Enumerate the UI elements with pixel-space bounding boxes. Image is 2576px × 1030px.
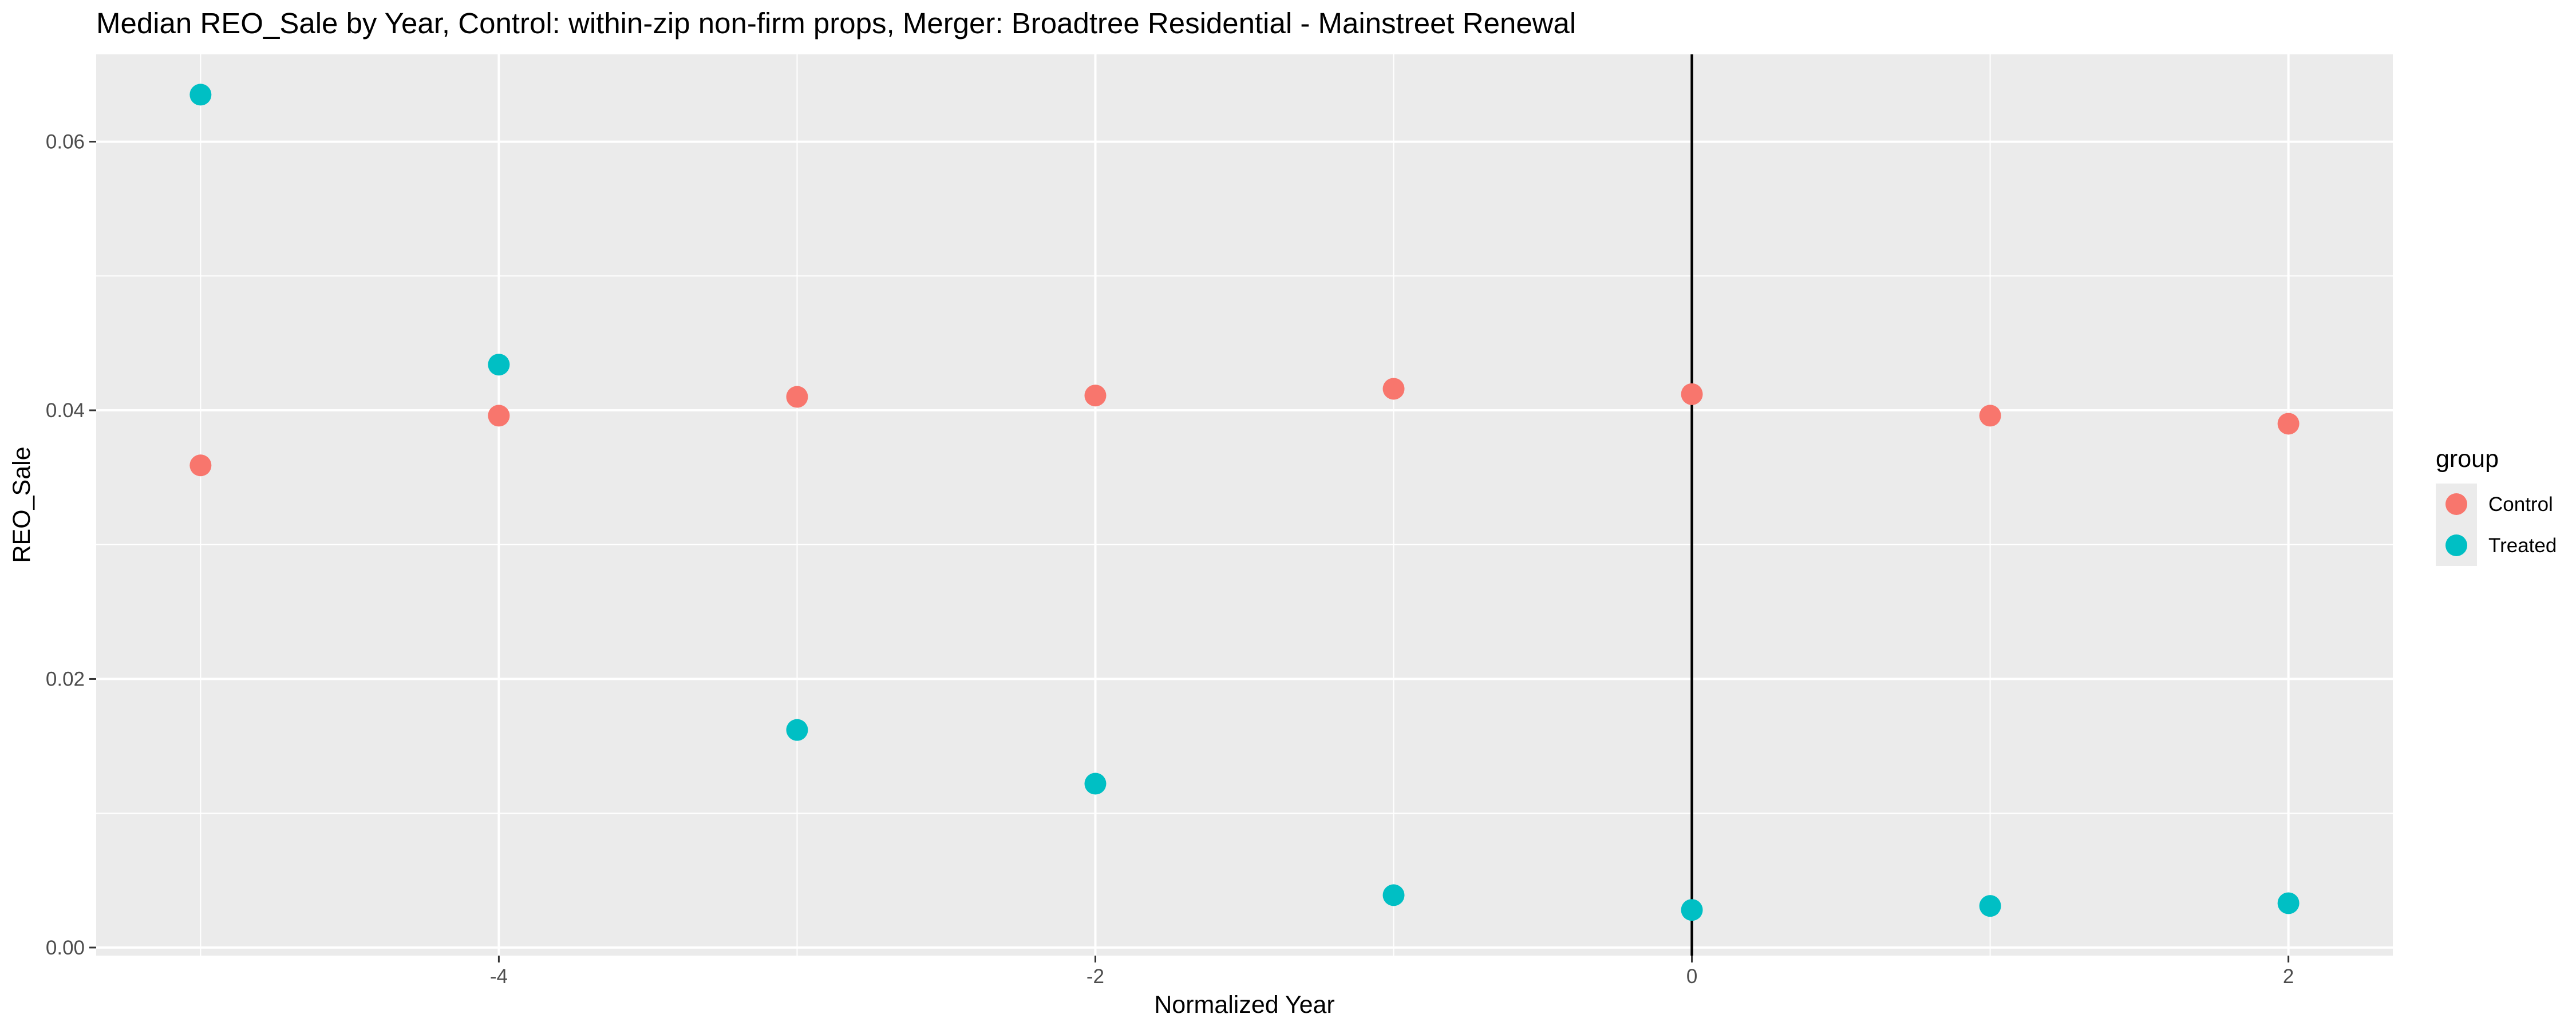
plot-panel — [96, 54, 2393, 956]
point-treated-4 — [1382, 884, 1405, 906]
point-treated-6 — [1979, 895, 2001, 917]
y-axis-ticks: 0.00 0.02 0.04 0.06 — [46, 131, 96, 959]
point-treated-0 — [189, 84, 212, 106]
chart-title: Median REO_Sale by Year, Control: within… — [96, 7, 1576, 39]
x-tick-label: -4 — [490, 965, 508, 988]
x-axis-title: Normalized Year — [1154, 991, 1335, 1019]
point-treated-5 — [1681, 899, 1703, 921]
legend-label-treated: Treated — [2488, 534, 2557, 557]
data-points — [189, 84, 2300, 921]
y-tick-label: 0.06 — [46, 131, 85, 153]
point-control-1 — [488, 405, 510, 427]
x-tick-label: 0 — [1686, 965, 1697, 988]
legend: group Control Treated — [2436, 445, 2557, 566]
minor-gridlines — [96, 54, 2393, 956]
legend-title: group — [2436, 445, 2499, 473]
y-axis-title: REO_Sale — [8, 446, 35, 562]
y-tick-label: 0.00 — [46, 937, 85, 959]
y-tick-label: 0.04 — [46, 399, 85, 422]
point-control-0 — [189, 454, 212, 477]
legend-key-control — [2445, 493, 2467, 515]
point-treated-2 — [786, 719, 808, 741]
point-control-6 — [1979, 405, 2001, 427]
legend-label-control: Control — [2488, 493, 2553, 516]
x-axis-ticks: -4 -2 0 2 — [490, 956, 2294, 988]
point-control-5 — [1681, 383, 1703, 405]
point-treated-1 — [488, 354, 510, 376]
point-control-4 — [1382, 378, 1405, 400]
point-control-3 — [1084, 385, 1107, 407]
point-treated-7 — [2277, 892, 2300, 914]
point-control-7 — [2277, 413, 2300, 435]
major-gridlines — [96, 54, 2393, 956]
point-control-2 — [786, 386, 808, 408]
y-tick-label: 0.02 — [46, 668, 85, 690]
legend-items: Control Treated — [2436, 484, 2557, 566]
x-tick-label: -2 — [1086, 965, 1104, 988]
legend-key-treated — [2445, 534, 2467, 556]
point-treated-3 — [1084, 772, 1107, 795]
x-tick-label: 2 — [2283, 965, 2294, 988]
